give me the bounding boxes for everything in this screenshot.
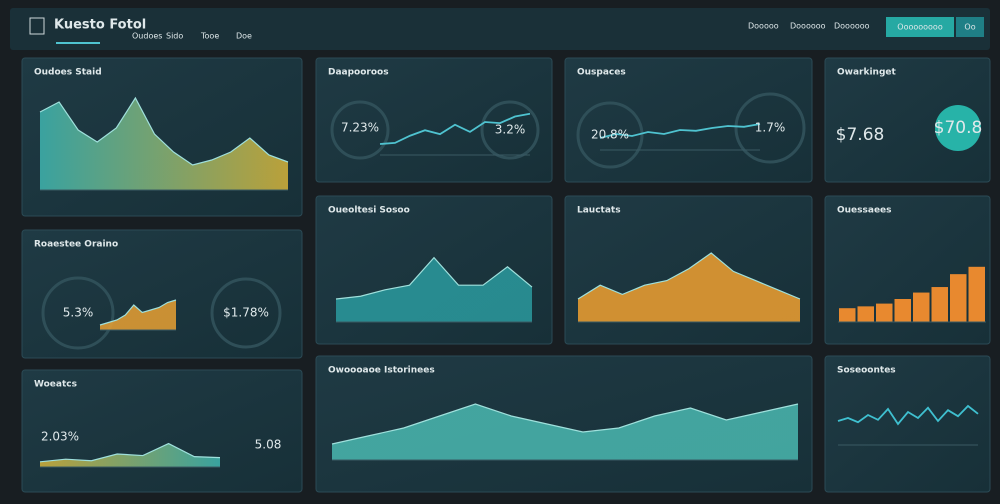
panel bbox=[21, 229, 303, 359]
line bbox=[599, 123, 761, 139]
bar bbox=[913, 292, 930, 322]
panel-title: Owarkinget bbox=[837, 68, 897, 78]
panel-title: Oueoltesi Sosoo bbox=[328, 206, 410, 216]
nav-item[interactable]: Dooooo bbox=[748, 22, 779, 31]
kpi-value: 5.08 bbox=[255, 438, 282, 452]
panel bbox=[564, 57, 813, 183]
panel-title: Daapooroos bbox=[328, 68, 389, 78]
header-button[interactable] bbox=[956, 17, 984, 37]
panel-title: Woeatcs bbox=[34, 380, 77, 390]
bar bbox=[839, 308, 856, 322]
area-line bbox=[577, 252, 801, 300]
kpi-value: 7.23% bbox=[341, 121, 379, 135]
logo bbox=[29, 17, 45, 35]
kpi-circle bbox=[935, 105, 981, 151]
area-line bbox=[99, 299, 177, 326]
area-line bbox=[331, 403, 799, 445]
gauge-ring bbox=[480, 100, 540, 160]
gauge-ring bbox=[210, 277, 282, 349]
nav-item[interactable]: Sido bbox=[166, 32, 183, 41]
bar bbox=[894, 299, 911, 322]
nav-item[interactable]: Oudoes bbox=[132, 32, 162, 41]
panel-title: Lauctats bbox=[577, 206, 621, 216]
bar bbox=[950, 274, 967, 322]
bar bbox=[857, 306, 874, 322]
gauge-ring bbox=[734, 92, 806, 164]
kpi-value: 5.3% bbox=[63, 306, 94, 320]
area-line bbox=[335, 256, 533, 300]
header-bar bbox=[10, 8, 990, 50]
line bbox=[837, 404, 979, 426]
nav-item[interactable]: Tooe bbox=[200, 32, 219, 41]
gauge-ring bbox=[41, 276, 115, 350]
area-line bbox=[39, 442, 221, 463]
panel bbox=[824, 355, 991, 493]
panel-title: Oudoes Staid bbox=[34, 68, 102, 78]
button-label: Ooooooooo bbox=[897, 23, 943, 32]
area bbox=[578, 253, 800, 322]
app-title: Kuesto Fotol bbox=[54, 18, 146, 33]
kpi-value: 1.7% bbox=[755, 121, 786, 135]
kpi-value: 2.03% bbox=[41, 430, 79, 444]
panel-title: Owoooaoe Istorinees bbox=[328, 366, 435, 376]
kpi-value: $1.78% bbox=[223, 306, 269, 320]
panel-title: Ouspaces bbox=[577, 68, 626, 78]
gauge-ring bbox=[330, 100, 390, 160]
panel bbox=[824, 57, 991, 183]
panel-title: Ouessaees bbox=[837, 206, 892, 216]
kpi-value: $70.8 bbox=[934, 118, 983, 138]
nav-item[interactable]: Doooooo bbox=[790, 22, 826, 31]
kpi-value: $7.68 bbox=[836, 125, 885, 145]
panel-title: Soseoontes bbox=[837, 366, 896, 376]
bar bbox=[931, 287, 948, 322]
area-line bbox=[39, 96, 289, 166]
area bbox=[332, 404, 798, 460]
gauge-ring bbox=[576, 101, 644, 169]
kpi-value: 20.8% bbox=[591, 128, 629, 142]
bar bbox=[876, 303, 893, 322]
button-label: Oo bbox=[964, 23, 975, 32]
area bbox=[40, 98, 288, 190]
area bbox=[100, 300, 176, 330]
nav-item[interactable]: Doooooo bbox=[834, 22, 870, 31]
area bbox=[336, 257, 532, 322]
header-button[interactable] bbox=[886, 17, 954, 37]
nav-item[interactable]: Doe bbox=[236, 32, 252, 41]
kpi-value: 3.2% bbox=[495, 123, 526, 137]
panel-title: Roaestee Oraino bbox=[34, 240, 118, 250]
bar bbox=[968, 266, 985, 322]
line bbox=[379, 112, 531, 145]
